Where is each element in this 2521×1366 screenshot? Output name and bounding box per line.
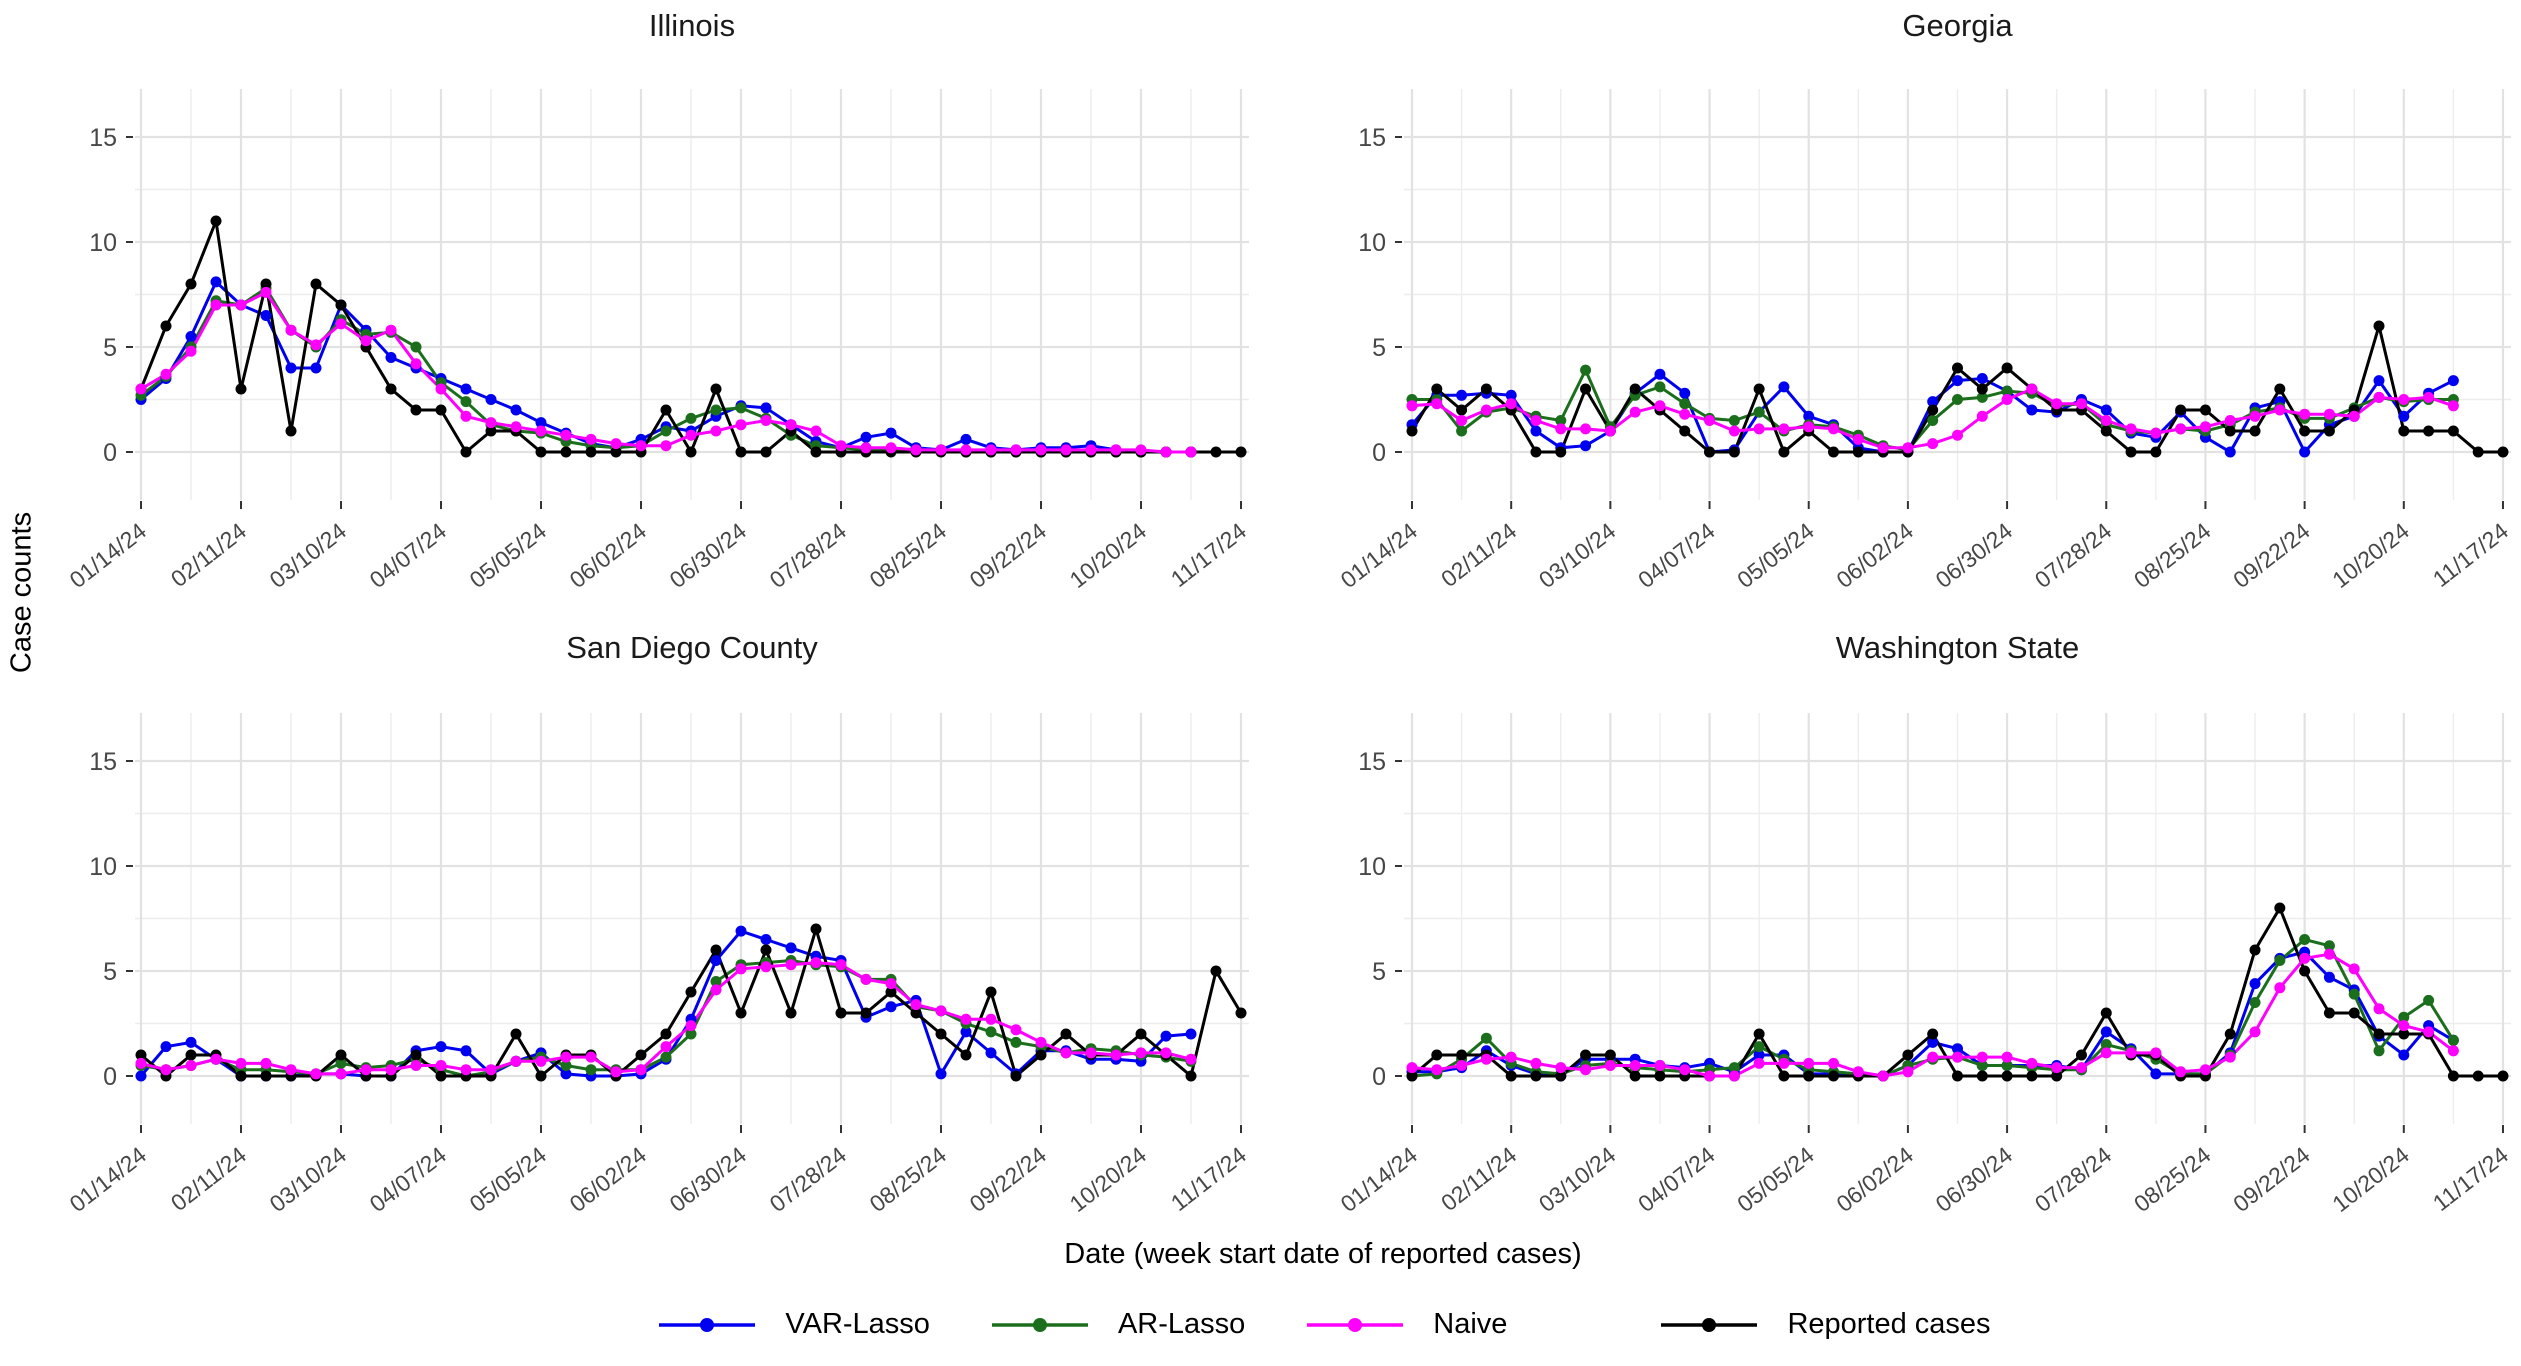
svg-text:10: 10 — [1358, 853, 1386, 881]
svg-text:10: 10 — [89, 229, 117, 257]
legend-label-reported-cases: Reported cases — [1787, 1308, 1991, 1340]
svg-text:5: 5 — [1372, 334, 1386, 362]
svg-text:0: 0 — [103, 1063, 117, 1091]
svg-text:5: 5 — [103, 334, 117, 362]
legend-item-reported-cases: Reported cases — [1657, 1308, 1991, 1341]
panel-title-washington-state: Washington State — [1835, 630, 2080, 665]
svg-text:06/30/24: 06/30/24 — [665, 517, 752, 593]
svg-text:0: 0 — [1372, 439, 1386, 467]
points-naive — [135, 286, 1197, 458]
svg-text:05/05/24: 05/05/24 — [465, 1141, 552, 1217]
svg-text:02/11/24: 02/11/24 — [166, 517, 251, 592]
svg-text:09/22/24: 09/22/24 — [2228, 1141, 2315, 1217]
svg-text:04/07/24: 04/07/24 — [365, 1141, 452, 1217]
svg-text:05/05/24: 05/05/24 — [465, 517, 552, 593]
points-ar-lasso — [135, 955, 1197, 1082]
svg-text:07/28/24: 07/28/24 — [765, 1141, 852, 1217]
svg-text:15: 15 — [1358, 748, 1386, 776]
svg-text:15: 15 — [1358, 124, 1386, 152]
svg-text:03/10/24: 03/10/24 — [1534, 1141, 1621, 1217]
svg-text:09/22/24: 09/22/24 — [2228, 517, 2315, 593]
svg-text:10/20/24: 10/20/24 — [2327, 517, 2414, 593]
svg-text:05/05/24: 05/05/24 — [1732, 517, 1819, 593]
svg-text:03/10/24: 03/10/24 — [1534, 517, 1621, 593]
svg-text:11/17/24: 11/17/24 — [2428, 1141, 2513, 1216]
svg-text:06/02/24: 06/02/24 — [1831, 517, 1918, 593]
svg-text:08/25/24: 08/25/24 — [2129, 517, 2216, 593]
svg-text:06/02/24: 06/02/24 — [1831, 1141, 1918, 1217]
points-naive — [135, 957, 1197, 1080]
panel-georgia: 0 5 10 15 01/14/24 02/11/24 03/10/24 04/07/24 05… — [1336, 89, 2513, 593]
svg-text:06/30/24: 06/30/24 — [1931, 1141, 2018, 1217]
svg-text:02/11/24: 02/11/24 — [1436, 1141, 1521, 1216]
y-axis-title: Case counts — [5, 511, 38, 674]
legend-item-var-lasso: VAR-Lasso — [655, 1308, 930, 1341]
svg-text:10/20/24: 10/20/24 — [2327, 1141, 2414, 1217]
svg-text:07/28/24: 07/28/24 — [2030, 1141, 2117, 1217]
svg-text:0: 0 — [103, 439, 117, 467]
naive-line-dot-icon — [1307, 1317, 1404, 1332]
svg-text:08/25/24: 08/25/24 — [865, 1141, 952, 1217]
x-axis-title: Date (week start date of reported cases) — [1064, 1238, 1582, 1270]
panel-title-san-diego-county: San Diego County — [566, 630, 818, 665]
var-lasso-line-dot-icon — [659, 1317, 756, 1332]
svg-text:10/20/24: 10/20/24 — [1065, 517, 1152, 593]
svg-text:07/28/24: 07/28/24 — [2030, 517, 2117, 593]
svg-text:06/02/24: 06/02/24 — [565, 517, 652, 593]
svg-text:06/30/24: 06/30/24 — [665, 1141, 752, 1217]
svg-text:08/25/24: 08/25/24 — [865, 517, 952, 593]
legend-label-ar-lasso: AR-Lasso — [1117, 1308, 1246, 1340]
legend-label-var-lasso: VAR-Lasso — [785, 1308, 930, 1340]
svg-text:10/20/24: 10/20/24 — [1065, 1141, 1152, 1217]
svg-text:15: 15 — [89, 748, 117, 776]
svg-text:10: 10 — [89, 853, 117, 881]
svg-text:06/30/24: 06/30/24 — [1931, 517, 2018, 593]
svg-text:01/14/24: 01/14/24 — [1336, 1141, 1423, 1217]
points-naive — [1406, 383, 2459, 454]
svg-text:04/07/24: 04/07/24 — [1633, 517, 1720, 593]
svg-text:0: 0 — [1372, 1063, 1386, 1091]
panel-san-diego-county: 0 5 10 15 01/14/24 02/11/24 03/10/24 04/07/24 05… — [65, 713, 1251, 1217]
points-naive — [1406, 948, 2459, 1082]
svg-text:05/05/24: 05/05/24 — [1732, 1141, 1819, 1217]
svg-text:5: 5 — [103, 958, 117, 986]
svg-text:15: 15 — [89, 124, 117, 152]
svg-text:11/17/24: 11/17/24 — [2428, 517, 2513, 592]
svg-text:11/17/24: 11/17/24 — [1166, 517, 1251, 592]
svg-text:11/17/24: 11/17/24 — [1166, 1141, 1251, 1216]
svg-text:02/11/24: 02/11/24 — [1436, 517, 1521, 592]
svg-text:01/14/24: 01/14/24 — [65, 517, 152, 593]
svg-text:09/22/24: 09/22/24 — [965, 517, 1052, 593]
legend-label-naive: Naive — [1433, 1308, 1508, 1340]
svg-text:5: 5 — [1372, 958, 1386, 986]
svg-text:04/07/24: 04/07/24 — [1633, 1141, 1720, 1217]
legend: VAR-Lasso AR-Lasso Naive Reported cases — [135, 1308, 2511, 1341]
svg-text:10: 10 — [1358, 229, 1386, 257]
svg-text:07/28/24: 07/28/24 — [765, 517, 852, 593]
panel-washington-state: 0 5 10 15 01/14/24 02/11/24 03/10/24 04/07/24 05… — [1336, 713, 2513, 1217]
svg-text:04/07/24: 04/07/24 — [365, 517, 452, 593]
legend-item-naive: Naive — [1303, 1308, 1507, 1341]
svg-text:08/25/24: 08/25/24 — [2129, 1141, 2216, 1217]
svg-text:09/22/24: 09/22/24 — [965, 1141, 1052, 1217]
svg-text:06/02/24: 06/02/24 — [565, 1141, 652, 1217]
legend-item-ar-lasso: AR-Lasso — [988, 1308, 1245, 1341]
ar-lasso-line-dot-icon — [991, 1317, 1088, 1332]
panel-illinois: 0 5 10 15 01/14/24 02/11/24 03/10/24 04/07/24 05… — [65, 89, 1251, 593]
panel-title-georgia: Georgia — [1902, 8, 2013, 43]
svg-text:01/14/24: 01/14/24 — [1336, 517, 1423, 593]
reported-cases-line-dot-icon — [1661, 1317, 1758, 1332]
svg-text:02/11/24: 02/11/24 — [166, 1141, 251, 1216]
panel-title-illinois: Illinois — [648, 8, 736, 43]
svg-text:01/14/24: 01/14/24 — [65, 1141, 152, 1217]
svg-text:03/10/24: 03/10/24 — [265, 1141, 352, 1217]
svg-text:03/10/24: 03/10/24 — [265, 517, 352, 593]
